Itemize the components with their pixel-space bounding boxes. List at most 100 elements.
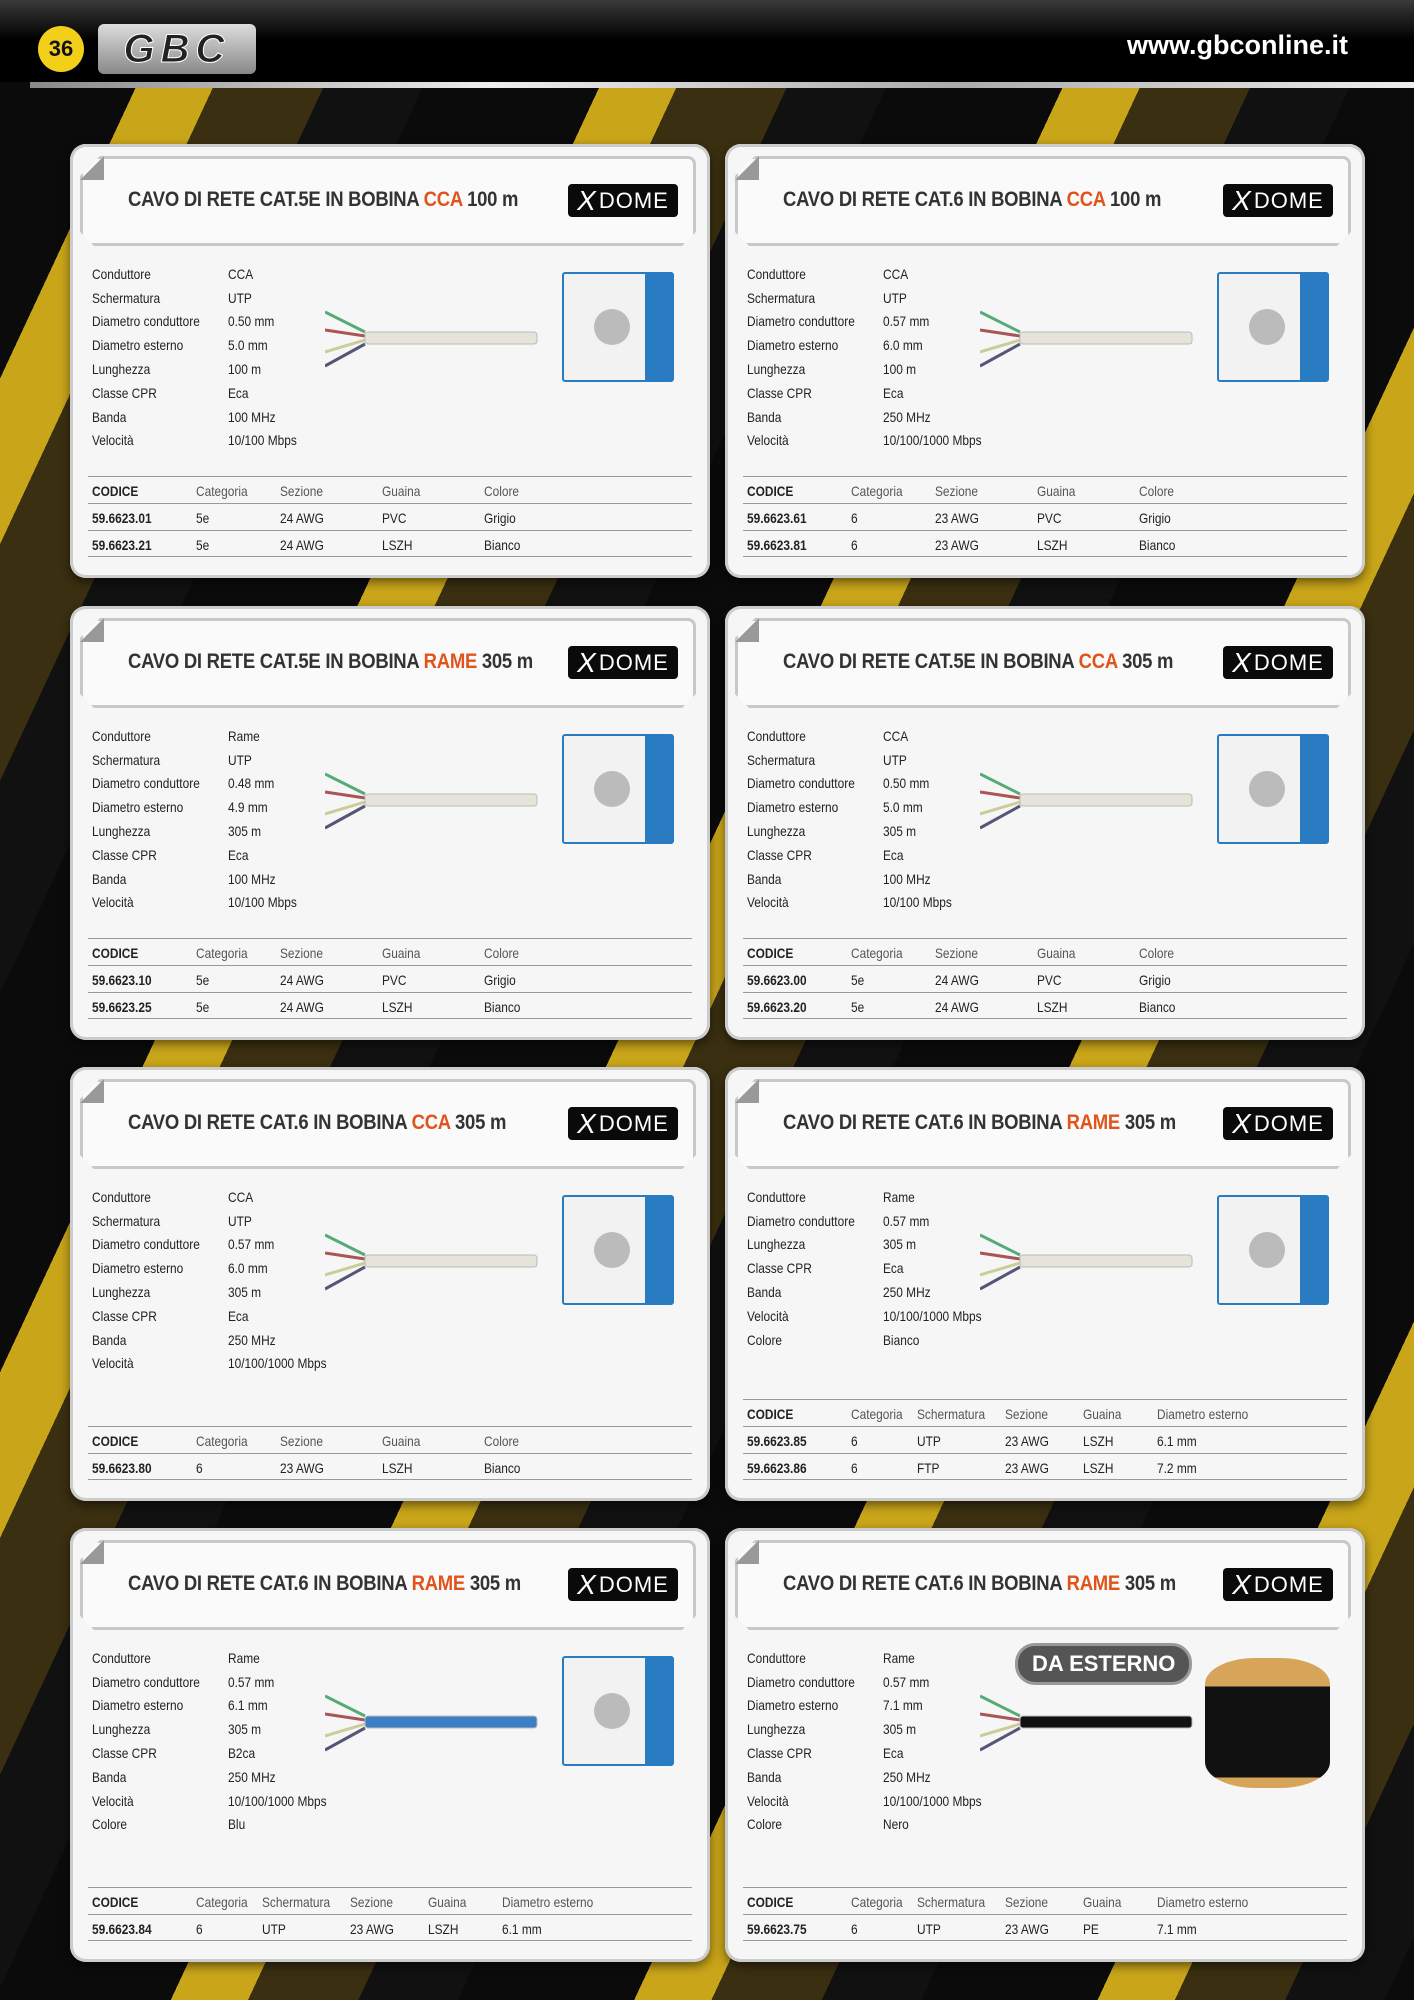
product-code: 59.6623.84 [92, 1921, 152, 1937]
spec-value: 305 m [883, 1721, 917, 1738]
website-url[interactable]: www.gbconline.it [1127, 30, 1348, 60]
table-header: CODICE Categoria Sezione Guaina Colore [743, 476, 1347, 503]
spec-row: Banda 100 MHz [92, 867, 297, 891]
column-header: Categoria [851, 1894, 903, 1910]
table-header: CODICE Categoria Sezione Guaina Colore [743, 938, 1347, 965]
spec-value: 10/100/1000 Mbps [883, 1792, 982, 1809]
cable-box-image [562, 734, 674, 844]
column-header: Guaina [382, 1433, 421, 1449]
column-header: Colore [1139, 945, 1175, 961]
table-row: 59.6623.25 5e 24 AWG LSZH Bianco [88, 992, 692, 1019]
spec-label: Colore [747, 1331, 783, 1348]
product-code: 59.6623.10 [92, 972, 152, 988]
spec-value: CCA [228, 1188, 254, 1205]
x-letter: X [577, 184, 597, 216]
product-code-table: CODICE Categoria Schermatura Sezione Guaina D… [743, 1399, 1347, 1480]
xdome-logo: X DOME [568, 1107, 678, 1140]
spec-value: 305 m [228, 823, 262, 840]
spec-row: Conduttore Rame [92, 1646, 327, 1670]
title-highlight: RAME [423, 650, 478, 673]
spec-value: 305 m [883, 1236, 917, 1253]
spec-label: Conduttore [92, 1188, 151, 1205]
spec-value: 305 m [228, 1284, 262, 1301]
table-cell: 24 AWG [280, 537, 324, 553]
spec-value: UTP [228, 1212, 252, 1229]
column-header: Guaina [1083, 1894, 1122, 1910]
spec-label: Lunghezza [747, 1721, 806, 1738]
product-code-table: CODICE Categoria Sezione Guaina Colore 59.662… [88, 476, 692, 557]
x-letter: X [1232, 1107, 1252, 1139]
table-cell: PVC [382, 510, 407, 526]
title-highlight: RAME [1066, 1572, 1121, 1595]
column-header: Colore [1139, 483, 1175, 499]
column-header: Schermatura [262, 1894, 331, 1910]
brand-name: DOME [1253, 1110, 1324, 1136]
spec-row: Classe CPR Eca [747, 843, 952, 867]
spec-row: Lunghezza 305 m [747, 819, 952, 843]
spec-value: 6.0 mm [228, 1260, 268, 1277]
column-header: CODICE [747, 945, 794, 961]
spec-label: Conduttore [92, 727, 151, 744]
banner-fold [735, 1540, 759, 1564]
page-header: 36 GBC www.gbconline.it [0, 0, 1414, 84]
column-header: Categoria [196, 945, 248, 961]
spec-row: Lunghezza 305 m [92, 1717, 327, 1741]
spec-value: 250 MHz [228, 1768, 276, 1785]
spec-label: Diametro conduttore [747, 1212, 855, 1229]
spec-row: Classe CPR Eca [747, 1256, 982, 1280]
product-title: CAVO DI RETE CAT.5E IN BOBINA RAME 305 m [128, 650, 533, 674]
column-header: Guaina [382, 945, 421, 961]
spec-label: Conduttore [747, 1188, 806, 1205]
spec-value: 10/100 Mbps [883, 894, 952, 911]
brand-name: DOME [598, 1110, 669, 1136]
table-cell: 24 AWG [935, 972, 979, 988]
spec-label: Schermatura [747, 751, 816, 768]
column-header: Colore [484, 483, 520, 499]
spec-label: Conduttore [92, 265, 151, 282]
spec-row: Velocità 10/100/1000 Mbps [747, 429, 982, 453]
spec-value: 7.1 mm [883, 1697, 923, 1714]
spec-value: 0.50 mm [228, 313, 275, 330]
table-cell: 23 AWG [935, 510, 979, 526]
spec-label: Classe CPR [747, 846, 812, 863]
xdome-logo: X DOME [1223, 184, 1333, 217]
spec-row: Classe CPR Eca [92, 843, 297, 867]
table-row: 59.6623.75 6 UTP 23 AWG PE 7.1 mm [743, 1914, 1347, 1941]
product-title: CAVO DI RETE CAT.6 IN BOBINA CCA 100 m [783, 188, 1161, 212]
spec-row: Conduttore Rame [747, 1185, 982, 1209]
table-cell: LSZH [1083, 1433, 1114, 1449]
spec-row: Diametro conduttore 0.57 mm [747, 310, 982, 334]
title-highlight: RAME [1066, 1111, 1121, 1134]
spec-label: Diametro esterno [747, 799, 839, 816]
table-cell: 23 AWG [280, 1460, 324, 1476]
spec-value: 250 MHz [883, 1284, 931, 1301]
spec-row: Lunghezza 305 m [747, 1717, 982, 1741]
title-suffix: 305 m [1119, 1111, 1176, 1134]
spec-label: Diametro conduttore [747, 313, 855, 330]
spec-label: Lunghezza [747, 361, 806, 378]
spec-row: Schermatura UTP [747, 286, 982, 310]
spec-value: 250 MHz [228, 1331, 276, 1348]
spec-row: Banda 250 MHz [747, 1280, 982, 1304]
cable-image [979, 1227, 1200, 1297]
table-cell: Bianco [484, 1460, 521, 1476]
spec-value: UTP [228, 751, 252, 768]
spec-label: Diametro conduttore [92, 313, 200, 330]
table-cell: 5e [196, 510, 210, 526]
table-cell: PE [1083, 1921, 1099, 1937]
column-header: Guaina [382, 483, 421, 499]
spec-label: Conduttore [747, 1649, 806, 1666]
table-cell: 6 [196, 1460, 203, 1476]
header-divider [30, 82, 1414, 88]
table-cell: PVC [1037, 972, 1062, 988]
product-title: CAVO DI RETE CAT.6 IN BOBINA RAME 305 m [783, 1111, 1176, 1135]
spec-value: 10/100/1000 Mbps [228, 1792, 327, 1809]
spec-list: Conduttore CCA Schermatura UTP Diametro cond… [747, 724, 988, 914]
cable-image [324, 304, 545, 374]
spec-row: Diametro conduttore 0.57 mm [92, 1233, 327, 1257]
spec-value: 10/100 Mbps [228, 432, 297, 449]
xdome-logo: X DOME [1223, 1568, 1333, 1601]
spec-label: Diametro conduttore [92, 1236, 200, 1253]
spec-value: 5.0 mm [228, 337, 268, 354]
spec-row: Lunghezza 305 m [747, 1233, 982, 1257]
